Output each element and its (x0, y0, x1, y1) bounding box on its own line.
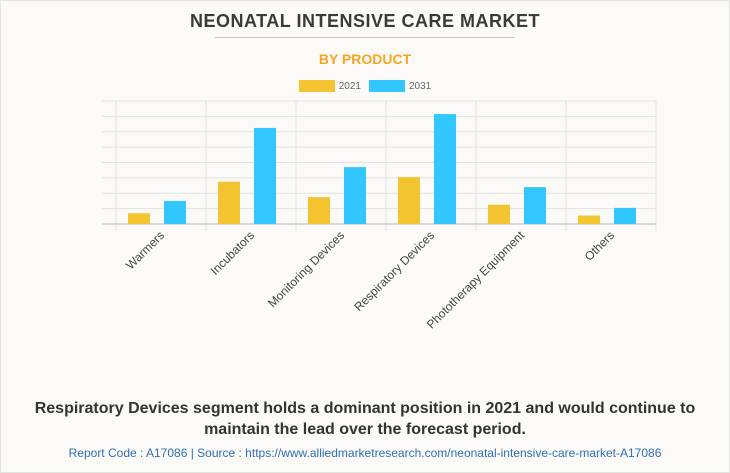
title-divider (215, 37, 515, 38)
chart-caption: Respiratory Devices segment holds a domi… (34, 400, 696, 438)
bar-2031-monitoring-devices (344, 167, 366, 224)
legend-label-2031: 2031 (409, 80, 432, 92)
legend-label-2021: 2021 (338, 80, 361, 92)
bar-2021-phototherapy-equipment (488, 204, 510, 224)
legend: 2021 2031 (0, 80, 730, 92)
legend-swatch-2031 (369, 80, 405, 92)
x-tick-label: Incubators (208, 228, 258, 278)
bar-2031-incubators (254, 127, 276, 224)
bar-chart: Warmers Incubators Monitoring Devices Respi… (102, 100, 657, 332)
bar-2021-warmers (128, 213, 150, 224)
x-tick-label: Monitoring Devices (265, 228, 347, 310)
source-line[interactable]: Report Code : A17086 | Source : https://… (68, 446, 662, 460)
bar-2031-respiratory-devices (434, 114, 456, 224)
bar-2021-monitoring-devices (308, 197, 330, 224)
legend-item-2021[interactable]: 2021 (298, 80, 361, 92)
x-tick-label: Phototherapy Equipment (424, 228, 528, 332)
bar-2021-incubators (218, 181, 240, 224)
x-tick-label: Warmers (123, 228, 167, 272)
legend-swatch-2021 (298, 80, 335, 92)
chart-title: NEONATAL INTENSIVE CARE MARKET (189, 11, 540, 31)
bar-2021-others (578, 215, 600, 224)
bar-2031-warmers (164, 200, 186, 224)
bar-2031-others (614, 207, 636, 224)
chart-subtitle: BY PRODUCT (318, 51, 412, 67)
x-tick-label: Others (582, 228, 617, 263)
x-tick-label: Respiratory Devices (351, 228, 437, 314)
bar-2031-phototherapy-equipment (524, 187, 546, 224)
bar-2021-respiratory-devices (398, 177, 420, 224)
legend-item-2031[interactable]: 2031 (369, 80, 431, 92)
